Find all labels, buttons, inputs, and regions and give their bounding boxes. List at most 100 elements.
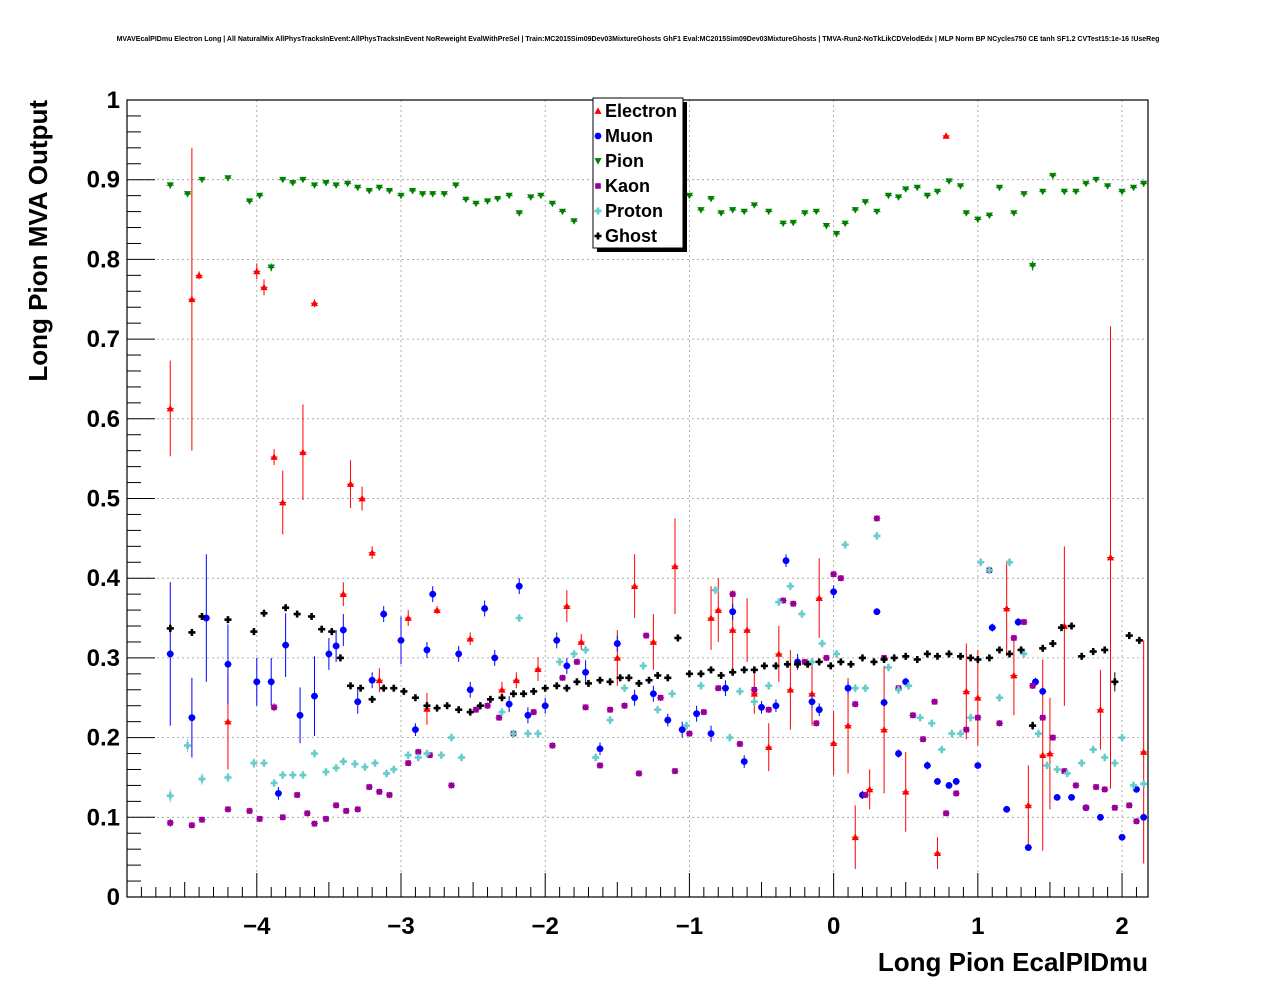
legend-marker-kaon [595, 183, 601, 189]
muon-point-marker [772, 702, 780, 710]
proton-point-marker [289, 771, 297, 779]
ghost-point-marker-v [753, 666, 756, 674]
kaon-point [642, 632, 650, 639]
pion-point [515, 210, 523, 217]
ghost-point-marker [606, 678, 614, 686]
proton-point-marker-v [887, 663, 890, 671]
muon-point [758, 700, 766, 714]
ghost-point-marker [967, 654, 975, 662]
electron-point-marker [631, 582, 639, 590]
ghost-point-marker [783, 660, 791, 668]
ghost-point-marker-v [330, 628, 334, 636]
ghost-point [880, 655, 888, 663]
ghost-point [645, 676, 653, 684]
ghost-point-marker-v [1031, 722, 1034, 730]
kaon-point [1072, 782, 1080, 789]
electron-point-marker [714, 606, 722, 613]
legend-label-muon: Muon [605, 126, 653, 146]
pion-point [527, 194, 535, 201]
muon-point-marker [613, 640, 621, 647]
proton-point-marker-v [334, 764, 338, 772]
ghost-point-marker-v [532, 687, 535, 695]
kaon-point [1029, 682, 1037, 689]
ghost-point-marker [913, 655, 921, 663]
electron-point [880, 665, 888, 794]
muon-point-marker [740, 758, 748, 765]
proton-point-marker [985, 566, 993, 574]
kaon-point [685, 730, 693, 737]
proton-point-marker [765, 682, 773, 690]
pion-point [267, 263, 275, 272]
ghost-point-marker-v [190, 628, 194, 636]
ghost-point-marker-v [947, 650, 951, 658]
ghost-point-marker-v [1070, 622, 1073, 630]
kaon-point-marker [304, 810, 311, 817]
ghost-point-marker [1017, 646, 1025, 654]
kaon-point-marker [862, 792, 869, 798]
kaon-point [714, 684, 722, 692]
muon-point [296, 687, 304, 744]
ghost-point-marker [411, 694, 419, 702]
electron-point [1010, 635, 1018, 716]
muon-point [880, 698, 888, 707]
electron-point-marker [498, 686, 506, 693]
proton-point-marker-v [200, 775, 204, 783]
kaon-point [365, 783, 373, 791]
ghost-point-marker-v [839, 658, 843, 666]
pion-point-marker [1140, 180, 1148, 188]
muon-point [354, 689, 362, 714]
pion-point [537, 192, 545, 200]
proton-point [524, 729, 532, 738]
axis-ticks [127, 99, 1137, 898]
electron-point-marker [851, 833, 859, 841]
pion-point [494, 195, 502, 203]
ghost-point-marker [635, 679, 643, 687]
proton-point-marker-v [536, 730, 540, 738]
ghost-point [573, 678, 581, 686]
muon-point [166, 582, 174, 726]
kaon-point [303, 810, 311, 817]
kaon-point [812, 720, 820, 727]
proton-point [339, 757, 347, 766]
ghost-point [466, 708, 474, 716]
ghost-point-marker [923, 650, 931, 658]
pion-point [995, 184, 1004, 192]
ghost-point [772, 662, 780, 670]
kaon-point-marker [1126, 802, 1133, 809]
muon-point-marker [649, 690, 657, 698]
muon-point-marker [988, 624, 996, 632]
ghost-point-marker [308, 612, 316, 620]
kaon-point-marker [636, 770, 642, 777]
muon-point [782, 554, 790, 568]
ghost-point [995, 646, 1003, 654]
proton-point [916, 713, 924, 722]
muon-point [1053, 793, 1061, 801]
ghost-point-marker [985, 654, 993, 662]
proton-point-marker [833, 650, 841, 658]
pion-point-marker [224, 175, 232, 182]
pion-point-marker [945, 178, 953, 185]
ghost-point-marker [250, 628, 258, 636]
kaon-point [447, 782, 455, 789]
ghost-point-marker [616, 674, 624, 682]
pion-point [717, 210, 725, 217]
pion-point [1029, 260, 1037, 271]
pion-point [322, 180, 330, 187]
ghost-point-marker [563, 684, 571, 692]
ghost-point-marker-v [774, 662, 778, 670]
proton-point-marker-v [907, 682, 910, 690]
proton-point [322, 767, 330, 776]
electron-point [631, 554, 639, 619]
ghost-point-marker [1089, 648, 1097, 656]
muon-point [267, 657, 275, 706]
proton-point-marker-v [670, 690, 674, 698]
pion-point [548, 200, 557, 208]
ghost-point-marker [530, 687, 538, 695]
proton-point [404, 751, 412, 760]
proton-point-marker-v [324, 768, 328, 776]
muon-point [1039, 687, 1047, 696]
proton-point [361, 763, 369, 772]
ghost-point-marker-v [479, 702, 482, 710]
pion-point-marker [995, 184, 1004, 192]
kaon-point [635, 770, 643, 777]
